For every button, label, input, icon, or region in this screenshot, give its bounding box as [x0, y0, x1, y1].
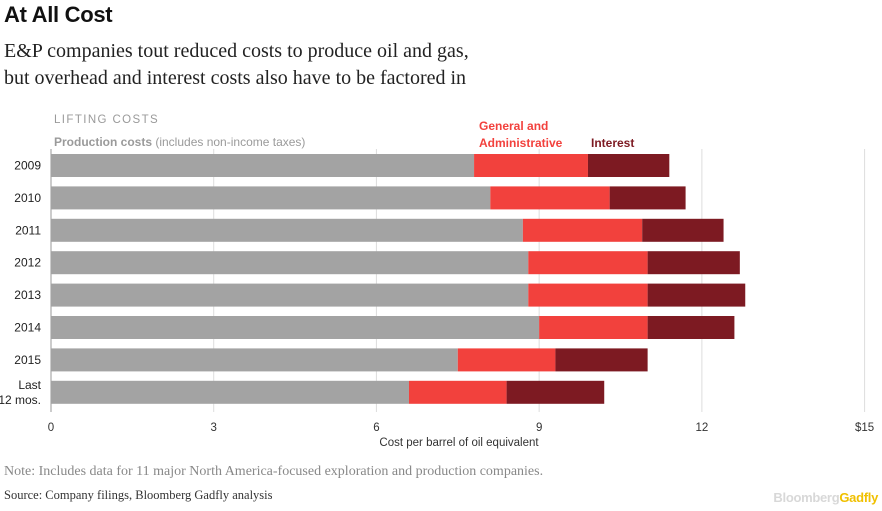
bar-ga-3	[528, 251, 648, 275]
bar-production-1	[51, 186, 491, 210]
bar-production-3	[51, 251, 529, 275]
brand-part-2: Gadfly	[839, 490, 878, 505]
x-tick-label: 9	[536, 422, 542, 434]
bar-ga-5	[539, 316, 648, 339]
bar-production-4	[51, 283, 529, 307]
bar-interest-4	[647, 283, 746, 307]
x-tick-label: 6	[373, 422, 379, 434]
bar-interest-6	[555, 348, 648, 372]
bar-production-5	[51, 316, 540, 339]
legend-ga-line-1: General and	[479, 119, 548, 133]
category-label: 2012	[14, 256, 41, 270]
category-label: 2009	[14, 159, 41, 173]
subtitle-line-2: but overhead and interest costs also hav…	[4, 67, 467, 89]
bar-ga-7	[408, 380, 507, 404]
x-axis-label: Cost per barrel of oil equivalent	[379, 437, 539, 449]
legend-ga-line-2: Administrative	[479, 136, 563, 150]
bar-interest-5	[647, 316, 735, 339]
category-label: 2014	[14, 321, 41, 335]
footnote: Note: Includes data for 11 major North A…	[4, 464, 544, 479]
bars	[51, 154, 746, 404]
stacked-bar-chart: LIFTING COSTS Production costs (includes…	[0, 114, 874, 449]
subtitle-line-1: E&P companies tout reduced costs to prod…	[4, 40, 469, 62]
bar-ga-6	[457, 348, 556, 372]
legend-production-name: Production costs	[54, 135, 152, 149]
category-label: 2015	[14, 353, 41, 367]
bar-ga-0	[474, 154, 588, 177]
chart-title: At All Cost	[4, 2, 113, 27]
legend-interest: Interest	[591, 136, 634, 150]
x-tick-label: 12	[695, 422, 708, 434]
bar-ga-2	[522, 218, 643, 242]
brand-logo: BloombergGadfly	[773, 490, 878, 505]
bar-production-7	[51, 380, 409, 404]
bar-ga-1	[490, 186, 610, 210]
bar-production-0	[51, 154, 475, 177]
x-tick-label: $15	[855, 422, 874, 434]
bar-ga-4	[528, 283, 648, 307]
category-label: 2011	[15, 223, 41, 237]
bar-interest-2	[642, 218, 724, 242]
x-tick-label: 0	[48, 422, 54, 434]
x-tick-label: 3	[211, 422, 217, 434]
source-line: Source: Company filings, Bloomberg Gadfl…	[4, 488, 273, 502]
bar-interest-0	[587, 154, 670, 177]
bar-interest-1	[609, 186, 686, 210]
category-label: 12 mos.	[0, 393, 41, 407]
chart-subtitle: E&P companies tout reduced costs to prod…	[4, 38, 604, 92]
brand-part-1: Bloomberg	[773, 490, 840, 505]
category-label: Last	[18, 378, 41, 392]
bar-production-2	[51, 218, 523, 242]
bar-interest-7	[506, 380, 605, 404]
legend-production: Production costs (includes non-income ta…	[54, 135, 305, 149]
bar-production-6	[51, 348, 458, 372]
labels: LIFTING COSTS Production costs (includes…	[0, 114, 874, 449]
category-label: 2010	[14, 191, 41, 205]
group-label: LIFTING COSTS	[54, 114, 159, 126]
legend-production-note: (includes non-income taxes)	[152, 135, 305, 149]
category-label: 2013	[14, 288, 41, 302]
bar-interest-3	[647, 251, 740, 275]
